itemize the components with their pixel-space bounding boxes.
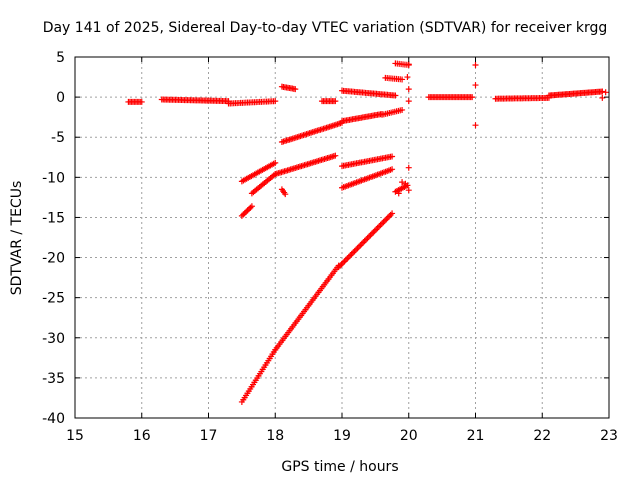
data-point	[238, 212, 245, 219]
data-point	[338, 261, 345, 268]
data-point	[405, 61, 412, 68]
x-tick-label: 19	[333, 428, 351, 444]
data-point	[368, 230, 375, 237]
data-point	[241, 210, 248, 217]
y-tick-label: -40	[42, 411, 65, 427]
x-axis: 15 16 17 18 19 20 21 22 23	[66, 57, 618, 444]
data-point	[405, 164, 412, 171]
data-point	[380, 219, 387, 226]
data-point	[243, 208, 250, 215]
data-point	[387, 211, 394, 218]
data-point	[383, 216, 390, 223]
chart-title: Day 141 of 2025, Sidereal Day-to-day VTE…	[43, 20, 608, 36]
data-point	[292, 86, 299, 93]
data-point	[405, 187, 412, 194]
data-point	[352, 246, 359, 253]
data-point	[599, 88, 606, 95]
data-point	[244, 207, 251, 214]
data-point	[344, 255, 351, 262]
data-point	[248, 203, 255, 210]
data-point	[472, 122, 479, 129]
data-point	[350, 249, 357, 256]
y-tick-label: -10	[42, 170, 65, 186]
data-point	[282, 191, 289, 198]
data-point	[374, 224, 381, 231]
y-axis: 5 0 -5 -10 -15 -20 -25 -30 -35 -40	[42, 50, 609, 427]
data-point	[272, 159, 279, 166]
data-point	[389, 153, 396, 160]
y-tick-label: 0	[56, 90, 65, 106]
data-point	[367, 232, 374, 239]
data-point	[389, 166, 396, 173]
data-point	[345, 254, 352, 261]
data-point	[364, 235, 371, 242]
x-tick-label: 16	[133, 428, 151, 444]
data-point	[381, 217, 388, 224]
data-point	[395, 190, 402, 197]
data-point	[240, 211, 247, 218]
data-point	[247, 204, 254, 211]
data-point	[363, 236, 370, 243]
data-point	[472, 62, 479, 69]
data-point	[399, 106, 406, 113]
data-points	[125, 60, 609, 405]
data-point	[332, 98, 339, 105]
x-tick-label: 18	[266, 428, 284, 444]
data-point	[384, 214, 391, 221]
data-point	[246, 205, 253, 212]
data-point	[138, 98, 145, 105]
data-point	[358, 240, 365, 247]
x-tick-label: 17	[200, 428, 218, 444]
data-point	[354, 245, 361, 252]
data-point	[272, 98, 279, 105]
data-point	[599, 94, 606, 101]
data-point	[399, 76, 406, 83]
data-point	[361, 238, 368, 245]
data-point	[377, 222, 384, 229]
data-point	[472, 82, 479, 89]
data-point	[360, 239, 367, 246]
x-tick-label: 21	[467, 428, 485, 444]
data-point	[370, 229, 377, 236]
y-tick-label: -30	[42, 331, 65, 347]
data-point	[371, 227, 378, 234]
y-tick-label: -25	[42, 291, 65, 307]
data-point	[392, 92, 399, 99]
data-point	[378, 220, 385, 227]
grid	[75, 57, 609, 418]
data-point	[602, 89, 609, 96]
data-point	[348, 251, 355, 258]
y-tick-label: 5	[56, 50, 65, 66]
x-axis-label: GPS time / hours	[281, 459, 398, 475]
y-tick-label: -15	[42, 210, 65, 226]
y-tick-label: -5	[51, 130, 65, 146]
data-point	[389, 210, 396, 217]
data-point	[405, 86, 412, 93]
y-tick-label: -35	[42, 371, 65, 387]
data-point	[404, 74, 411, 81]
data-point	[373, 226, 380, 233]
data-point	[351, 248, 358, 255]
y-axis-label: SDTVAR / TECUs	[9, 181, 25, 296]
data-point	[365, 233, 372, 240]
data-point	[339, 259, 346, 266]
data-point	[347, 252, 354, 259]
data-point	[376, 223, 383, 230]
x-tick-label: 22	[533, 428, 551, 444]
data-point	[342, 256, 349, 263]
data-point	[386, 213, 393, 220]
data-point	[405, 98, 412, 105]
data-point	[355, 243, 362, 250]
x-tick-label: 15	[66, 428, 84, 444]
x-tick-label: 20	[400, 428, 418, 444]
data-point	[332, 152, 339, 159]
data-point	[469, 94, 476, 101]
y-tick-label: -20	[42, 251, 65, 267]
data-point	[357, 242, 364, 249]
x-tick-label: 23	[600, 428, 618, 444]
data-point	[399, 179, 406, 186]
data-point	[402, 180, 409, 187]
